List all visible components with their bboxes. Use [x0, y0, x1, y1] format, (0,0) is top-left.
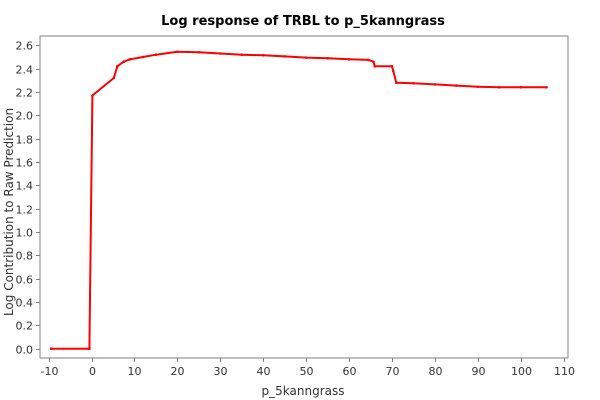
data-point [176, 50, 179, 54]
x-tick-label: 100 [511, 365, 532, 378]
data-point [412, 82, 415, 85]
chart-title: Log response of TRBL to p_5kanngrass [161, 14, 445, 29]
data-point [367, 58, 370, 62]
data-point [112, 76, 116, 80]
data-point [390, 65, 394, 68]
x-tick-label: 30 [214, 365, 228, 378]
data-point [261, 54, 265, 57]
x-tick-label: 70 [386, 365, 400, 378]
y-tick-label: 2.0 [16, 110, 34, 123]
data-point [395, 81, 398, 84]
data-point [373, 65, 377, 68]
x-tick-label: 80 [429, 365, 443, 378]
y-tick-label: 0.6 [16, 274, 34, 287]
data-point [519, 86, 523, 89]
x-tick-label: 10 [128, 365, 142, 378]
x-tick-label: 50 [300, 365, 314, 378]
y-tick-labels: 0.0 0.2 0.4 0.6 0.8 1.0 1.2 1.4 1.6 1.8 2.0 2.2 2.4 2… [16, 40, 34, 357]
axes [36, 35, 569, 362]
y-tick-label: 0.4 [16, 297, 34, 310]
data-point [283, 55, 287, 58]
data-point [88, 347, 91, 351]
x-tick-label: 40 [257, 365, 271, 378]
x-tick-label: 60 [343, 365, 357, 378]
y-tick-label: 1.2 [16, 204, 34, 217]
x-tick-label: 90 [472, 365, 486, 378]
series-group [49, 50, 548, 351]
data-point [455, 84, 458, 87]
data-point [347, 58, 351, 61]
data-point [498, 86, 501, 89]
data-point [128, 58, 132, 61]
plot-frame [39, 35, 569, 359]
data-point [154, 53, 158, 56]
data-point [392, 69, 395, 73]
data-point [219, 52, 222, 55]
data-point [91, 94, 94, 97]
data-point [326, 56, 329, 60]
data-point [122, 60, 125, 63]
y-tick-label: 2.4 [16, 64, 34, 77]
y-tick-label: 0.8 [16, 250, 34, 263]
y-tick-label: 0.2 [16, 320, 34, 333]
data-point [372, 60, 375, 63]
x-axis-label: p_5kanngrass [262, 384, 345, 398]
y-tick-label: 2.2 [16, 87, 34, 100]
data-point [141, 55, 145, 59]
x-tick-label: -10 [41, 365, 59, 378]
x-tick-labels: -10 0 10 20 30 40 50 60 70 80 90 100 110 [41, 365, 575, 378]
y-tick-label: 2.6 [16, 40, 34, 53]
data-point [304, 56, 308, 59]
x-tick-label: 0 [89, 365, 96, 378]
y-axis-label: Log Contribution to Raw Prediction [2, 108, 16, 316]
data-point [116, 65, 119, 68]
x-tick-label: 110 [554, 365, 575, 378]
y-tick-label: 0.0 [16, 344, 34, 357]
data-point [240, 53, 244, 56]
y-tick-label: 1.4 [16, 180, 34, 193]
data-point [476, 85, 480, 89]
y-tick-label: 1.6 [16, 157, 34, 170]
data-point [197, 51, 201, 54]
data-point [49, 347, 53, 351]
x-tick-label: 20 [171, 365, 185, 378]
y-tick-label: 1.0 [16, 227, 34, 240]
data-point [433, 83, 437, 86]
y-tick-label: 1.8 [16, 134, 34, 147]
data-point [545, 86, 548, 89]
